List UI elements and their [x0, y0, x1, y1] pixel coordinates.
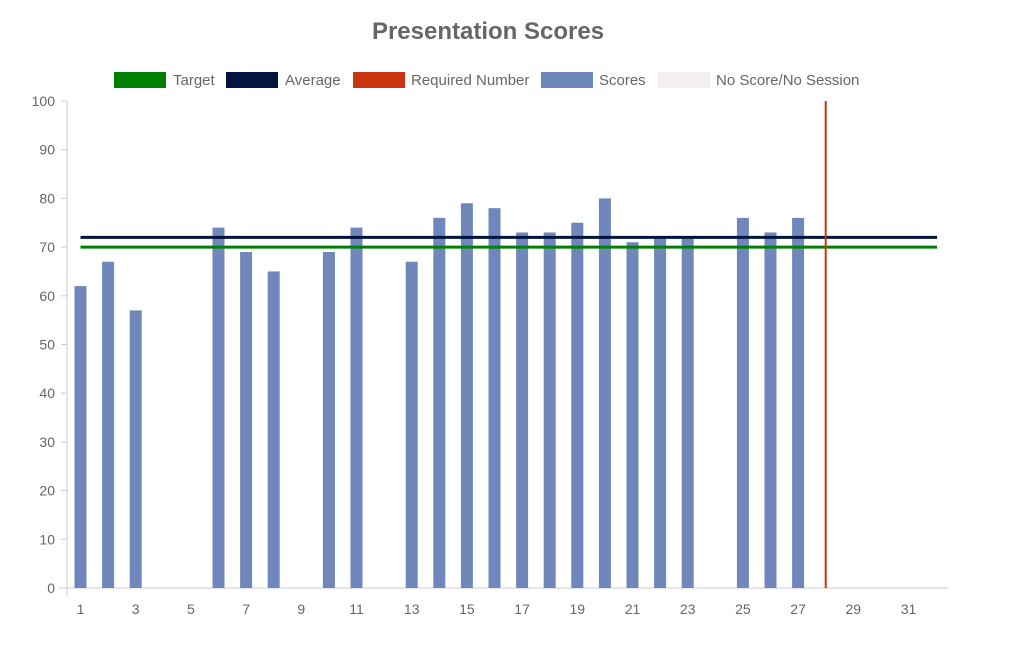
bar-6 — [212, 227, 225, 588]
x-tick-label: 27 — [790, 601, 806, 617]
bar-2 — [102, 261, 115, 588]
x-tick-label: 13 — [404, 601, 420, 617]
bar-3 — [129, 310, 142, 588]
bar-1 — [74, 286, 87, 588]
y-tick-label: 10 — [39, 531, 55, 547]
legend-label-average: Average — [285, 72, 341, 89]
legend-swatch-target — [114, 72, 166, 88]
y-tick-label: 50 — [39, 337, 55, 353]
legend-label-scores: Scores — [599, 72, 646, 89]
x-tick-label: 1 — [77, 601, 85, 617]
x-tick-label: 5 — [187, 601, 195, 617]
x-tick-label: 15 — [459, 601, 475, 617]
x-tick-label: 3 — [132, 601, 140, 617]
legend-swatch-scores — [541, 72, 593, 88]
bar-21 — [626, 242, 639, 589]
legend-swatch-average — [226, 72, 278, 88]
bar-23 — [681, 237, 694, 589]
bar-20 — [598, 198, 611, 588]
y-tick-label: 20 — [39, 483, 55, 499]
y-tick-label: 40 — [39, 385, 55, 401]
y-tick-label: 0 — [47, 580, 55, 596]
y-tick-label: 30 — [39, 434, 55, 450]
y-tick-label: 60 — [39, 288, 55, 304]
bar-27 — [792, 217, 805, 588]
y-tick-label: 90 — [39, 142, 55, 158]
bar-7 — [240, 251, 253, 588]
bar-19 — [571, 222, 584, 588]
bar-15 — [460, 203, 473, 588]
bar-26 — [764, 232, 777, 589]
legend-swatch-required-number — [353, 72, 405, 88]
bar-17 — [516, 232, 529, 589]
bar-11 — [350, 227, 363, 588]
legend-label-target: Target — [173, 72, 216, 89]
chart-title: Presentation Scores — [372, 18, 604, 45]
x-tick-label: 25 — [735, 601, 751, 617]
bar-22 — [654, 237, 667, 589]
x-tick-label: 9 — [297, 601, 305, 617]
legend: Target Average Required Number Scores No Sco… — [114, 72, 859, 89]
bar-16 — [488, 208, 501, 588]
x-tick-label: 31 — [901, 601, 917, 617]
legend-label-no-score-no-session: No Score/No Session — [716, 72, 859, 89]
reference-lines — [80, 101, 938, 588]
bar-25 — [736, 217, 749, 588]
bar-18 — [543, 232, 556, 589]
bars — [74, 198, 805, 589]
y-tick-label: 100 — [32, 93, 56, 109]
x-tick-label: 21 — [625, 601, 641, 617]
x-tick-label: 7 — [242, 601, 250, 617]
bar-13 — [405, 261, 418, 588]
x-tick-label: 23 — [680, 601, 696, 617]
bar-10 — [322, 251, 335, 588]
y-tick-label: 80 — [39, 190, 55, 206]
bar-14 — [433, 217, 446, 588]
x-tick-label: 29 — [846, 601, 862, 617]
legend-label-required-number: Required Number — [411, 72, 529, 89]
y-tick-label: 70 — [39, 239, 55, 255]
legend-swatch-no-score-no-session — [658, 72, 710, 88]
x-tick-label: 11 — [349, 601, 364, 617]
bar-8 — [267, 271, 280, 588]
x-tick-label: 19 — [570, 601, 586, 617]
x-tick-label: 17 — [514, 601, 530, 617]
